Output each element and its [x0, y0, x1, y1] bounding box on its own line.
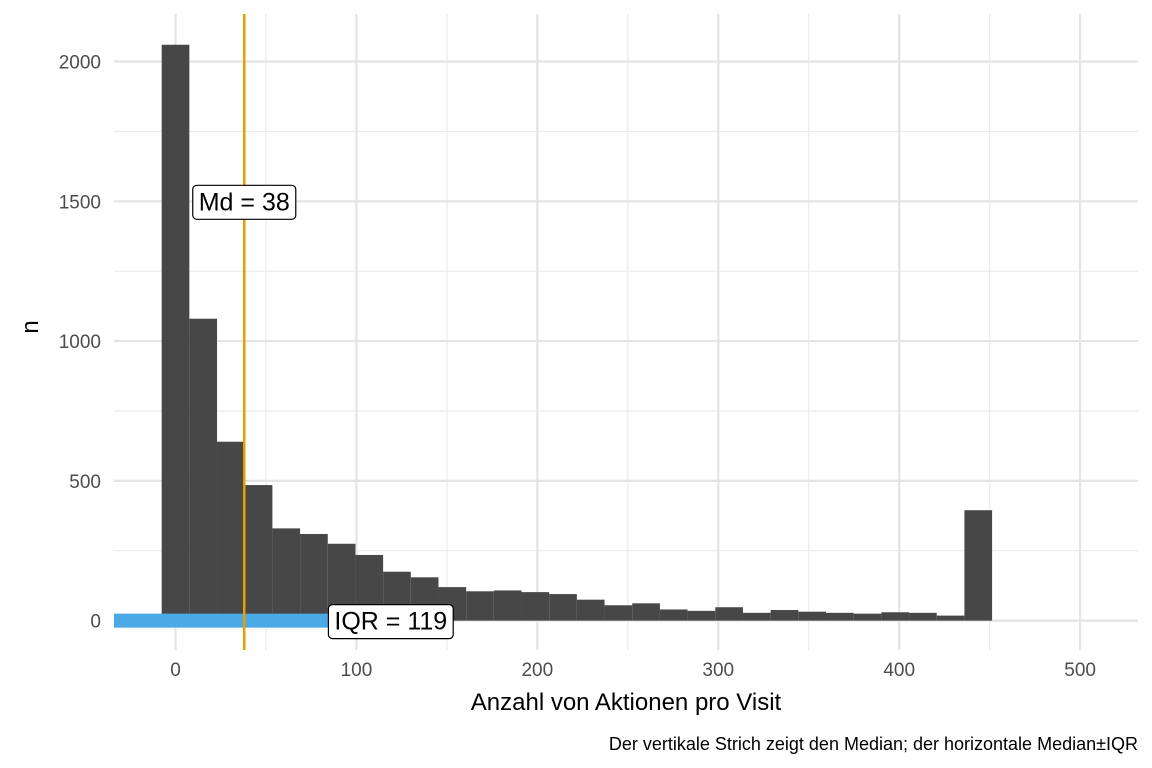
histogram-bar — [300, 533, 328, 621]
x-tick-label: 0 — [170, 660, 181, 681]
histogram-bar — [909, 612, 937, 621]
x-tick-label: 200 — [521, 660, 553, 681]
iqr-label: IQR = 119 — [327, 604, 454, 640]
reference-lines — [114, 14, 391, 650]
histogram-bar — [632, 603, 660, 621]
median-label: Md = 38 — [192, 184, 297, 220]
iqr-bar — [114, 613, 391, 628]
y-tick-label: 2000 — [59, 53, 101, 74]
histogram-bar — [217, 441, 245, 621]
x-tick-label: 100 — [341, 660, 373, 681]
chart-caption: Der vertikale Strich zeigt den Median; d… — [609, 734, 1138, 754]
x-tick-label: 500 — [1064, 660, 1096, 681]
iqr-label-box — [327, 604, 454, 640]
x-tick-label: 400 — [883, 660, 915, 681]
y-tick-label: 1500 — [59, 192, 101, 213]
histogram-bar — [742, 612, 771, 621]
histogram-bar — [244, 485, 273, 621]
histogram-bar — [964, 510, 993, 621]
histogram-bar — [715, 607, 743, 621]
histogram-bar — [466, 591, 494, 621]
histogram-bar — [687, 610, 716, 621]
y-tick-label: 1000 — [59, 332, 101, 353]
histogram-bar — [521, 592, 550, 621]
histogram-bar — [576, 599, 605, 621]
x-tick-label: 300 — [702, 660, 734, 681]
median-label-box — [192, 184, 297, 220]
histogram-bar — [604, 605, 633, 621]
histogram-bar — [659, 609, 688, 621]
annotations: Md = 38 IQR = 119 — [192, 184, 454, 640]
histogram-bar — [881, 612, 910, 621]
histogram-bar — [161, 44, 190, 621]
histogram-bar — [493, 590, 522, 621]
histogram-bar — [826, 612, 854, 621]
histogram-bar — [189, 318, 218, 621]
y-axis-title: n — [17, 320, 44, 333]
y-tick-label: 0 — [90, 612, 101, 633]
histogram-bar — [853, 613, 882, 621]
iqr-label-text: IQR = 119 — [334, 608, 447, 636]
axis-ticks: 0 100 200 300 400 500 0 500 1000 1500 2000 — [59, 53, 1096, 681]
histogram-bar — [770, 610, 799, 621]
x-axis-title: Anzahl von Aktionen pro Visit — [471, 689, 782, 716]
histogram-bar — [798, 611, 827, 621]
y-tick-label: 500 — [69, 472, 101, 493]
histogram-bar — [549, 594, 577, 621]
median-label-text: Md = 38 — [199, 188, 290, 216]
histogram-bar — [272, 528, 301, 621]
histogram-bar — [936, 615, 965, 621]
